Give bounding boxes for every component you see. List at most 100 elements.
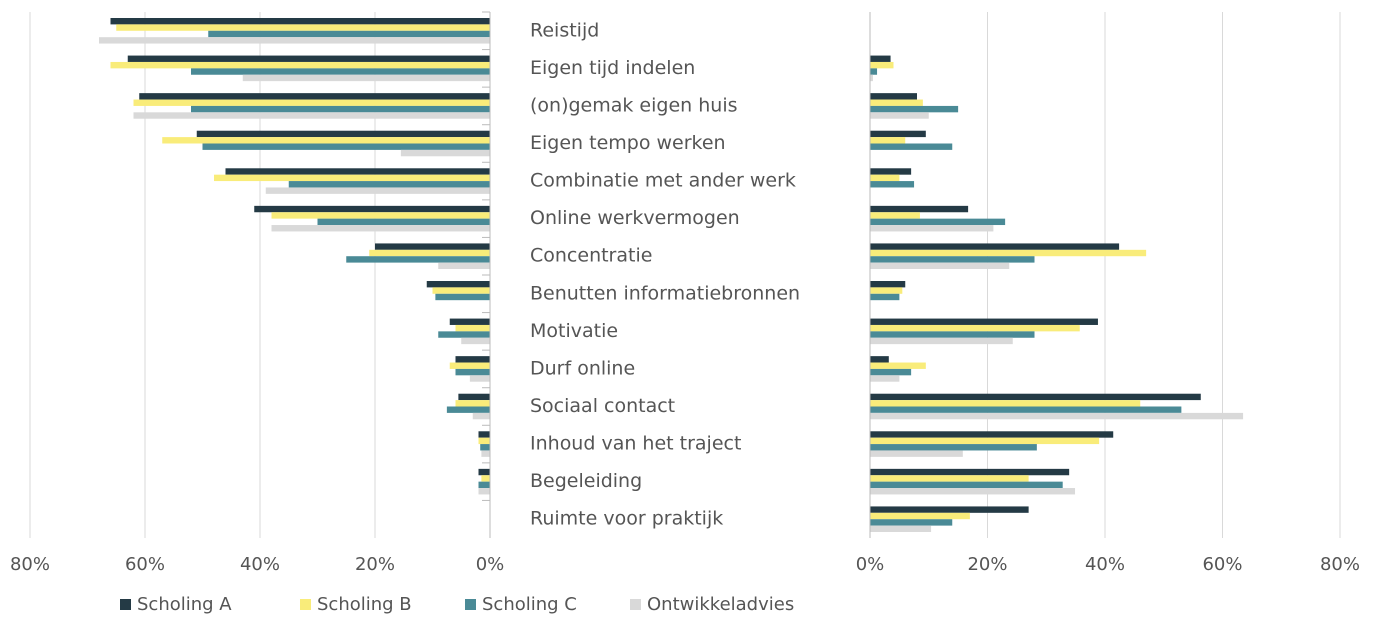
- category-label: Durf online: [530, 357, 635, 379]
- x-tick-label: 0%: [856, 554, 885, 575]
- bar: [870, 318, 1098, 325]
- bar: [375, 243, 490, 250]
- bar: [265, 187, 490, 194]
- bar: [438, 262, 490, 269]
- bar: [870, 281, 906, 288]
- bar: [870, 225, 994, 232]
- bar: [870, 412, 1244, 420]
- category-label: Inhoud van het traject: [530, 433, 741, 455]
- bar: [870, 130, 926, 138]
- bar: [208, 30, 490, 38]
- legend-swatch: [300, 599, 311, 610]
- bar: [870, 488, 1076, 495]
- bar: [288, 181, 490, 188]
- x-tick-label: 60%: [125, 554, 165, 575]
- bar: [870, 525, 932, 532]
- bar: [870, 205, 969, 213]
- bar: [870, 406, 1182, 413]
- legend-label: Scholing B: [317, 594, 412, 615]
- bar: [455, 368, 490, 376]
- legend-label: Scholing C: [482, 594, 577, 615]
- category-label: Reistijd: [530, 19, 599, 41]
- bar: [870, 506, 1029, 513]
- bar: [870, 468, 1070, 476]
- bar: [870, 112, 929, 119]
- bar: [478, 481, 490, 489]
- bar: [481, 450, 490, 457]
- bar: [870, 337, 1013, 345]
- bar: [469, 375, 490, 382]
- category-label: Online werkvermogen: [530, 207, 740, 229]
- legend-swatch: [465, 599, 476, 610]
- bar: [870, 368, 912, 376]
- bar: [870, 174, 900, 182]
- bar: [870, 375, 900, 382]
- bar: [478, 431, 490, 438]
- bar: [870, 262, 1010, 269]
- legend-swatch: [630, 599, 641, 610]
- bar: [254, 205, 490, 213]
- bar: [139, 93, 490, 100]
- category-label: Motivatie: [530, 320, 618, 342]
- x-tick-label: 80%: [10, 554, 50, 575]
- bar: [438, 331, 490, 338]
- bar: [478, 468, 490, 476]
- bar: [455, 356, 490, 363]
- bar: [870, 444, 1037, 451]
- bar: [110, 61, 490, 69]
- bar: [870, 512, 970, 520]
- bar: [870, 324, 1080, 332]
- bar: [133, 99, 490, 106]
- bar: [478, 488, 490, 495]
- bar: [870, 450, 963, 457]
- category-label: Concentratie: [530, 245, 652, 267]
- bar: [455, 400, 490, 407]
- bar: [870, 61, 894, 69]
- bar: [369, 249, 490, 257]
- bar: [870, 99, 923, 106]
- bar: [472, 412, 490, 420]
- bar: [870, 519, 953, 526]
- bar: [870, 55, 891, 62]
- category-label: Eigen tempo werken: [530, 132, 726, 154]
- bar: [870, 212, 920, 219]
- bar: [870, 168, 912, 175]
- bar: [196, 130, 490, 138]
- bar: [346, 256, 490, 263]
- bar: [191, 105, 490, 113]
- bar: [455, 324, 490, 332]
- bar: [870, 331, 1035, 338]
- bar: [870, 437, 1100, 445]
- category-label: Sociaal contact: [530, 395, 675, 417]
- bar: [870, 105, 959, 113]
- bar: [480, 444, 490, 451]
- bar: [870, 293, 900, 301]
- bar: [127, 55, 490, 62]
- legend-label: Scholing A: [137, 594, 232, 615]
- x-tick-label: 80%: [1320, 554, 1360, 575]
- bar: [458, 393, 490, 401]
- bar: [870, 481, 1063, 489]
- bar: [870, 362, 926, 369]
- x-tick-label: 40%: [1085, 554, 1125, 575]
- bar: [870, 68, 878, 75]
- bar: [449, 362, 490, 369]
- bar: [870, 431, 1114, 438]
- bar: [870, 137, 906, 144]
- bar: [870, 249, 1147, 257]
- bar: [133, 112, 490, 119]
- bar: [870, 93, 917, 100]
- x-tick-label: 20%: [355, 554, 395, 575]
- x-tick-label: 40%: [240, 554, 280, 575]
- bar: [870, 243, 1120, 250]
- bar: [162, 137, 490, 144]
- bar: [446, 406, 490, 413]
- bar: [426, 281, 490, 288]
- legend-swatch: [120, 599, 131, 610]
- bar: [191, 68, 490, 75]
- bar: [271, 225, 490, 232]
- bar: [870, 356, 889, 363]
- category-label: Benutten informatiebronnen: [530, 282, 800, 304]
- bar: [435, 293, 490, 301]
